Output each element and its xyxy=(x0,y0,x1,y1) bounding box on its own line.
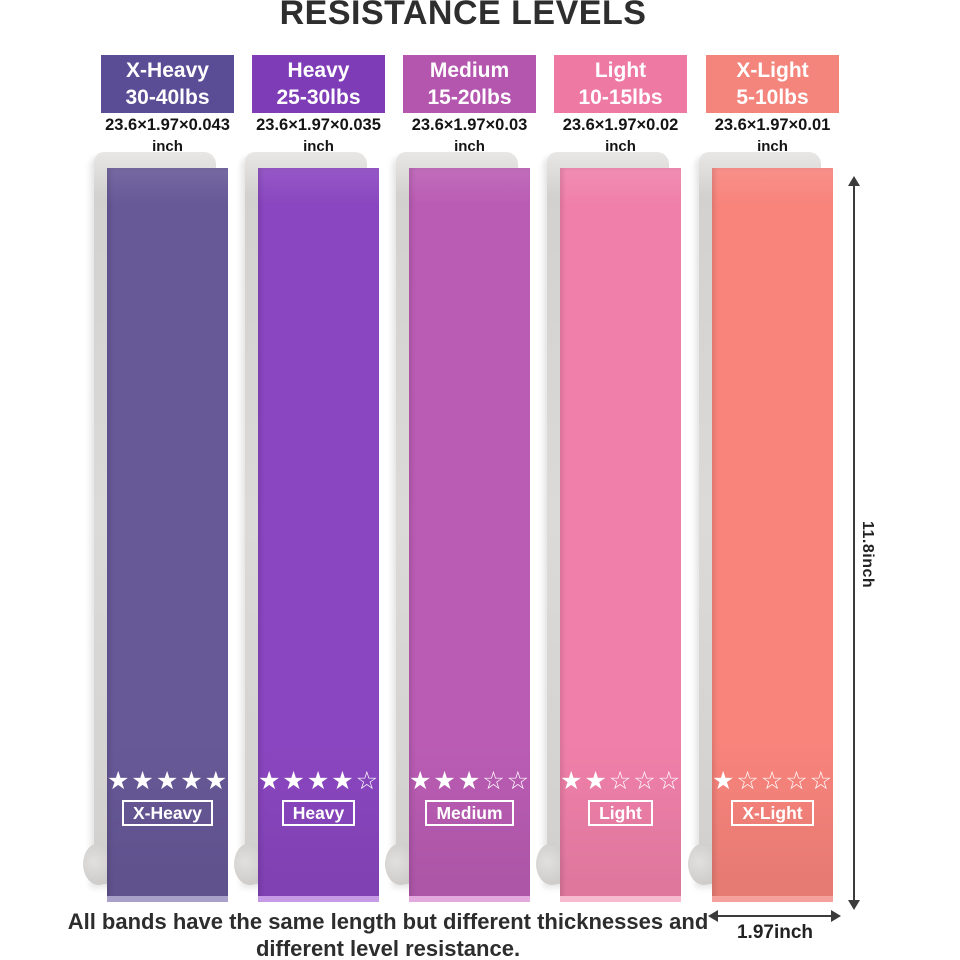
band-size-unit: inch xyxy=(303,138,334,155)
page-title: RESISTANCE LEVELS xyxy=(279,0,647,32)
width-dimension-label: 1.97inch xyxy=(736,922,814,943)
star-rating: ★★★☆☆ xyxy=(409,766,532,795)
band-column-x-light: X-Light 5-10lbs 23.6×1.97×0.01 inch ★☆☆☆… xyxy=(688,0,839,960)
band-column-x-heavy: X-Heavy 30-40lbs 23.6×1.97×0.043 inch ★★… xyxy=(83,0,234,960)
band-bottom-edge xyxy=(560,896,681,902)
band-dimensions: 23.6×1.97×0.035 inch xyxy=(238,115,399,158)
band-size: 23.6×1.97×0.03 xyxy=(411,116,528,134)
caption: All bands have the same length but diffe… xyxy=(67,909,709,960)
band-label: Medium xyxy=(425,800,514,826)
band-bottom-edge xyxy=(712,896,833,902)
band-label: Light xyxy=(588,800,653,826)
level-name: Light xyxy=(594,59,647,82)
band-dimensions: 23.6×1.97×0.02 inch xyxy=(540,115,701,158)
resistance-band: ★★☆☆☆ Light xyxy=(560,168,681,902)
band-label-row: Light xyxy=(560,800,681,826)
band-label-row: Heavy xyxy=(258,800,379,826)
band-label: Heavy xyxy=(281,800,356,826)
level-header: X-Heavy 30-40lbs xyxy=(101,55,234,113)
arrow-up-icon xyxy=(848,176,860,186)
band-column-heavy: Heavy 25-30lbs 23.6×1.97×0.035 inch ★★★★… xyxy=(234,0,385,960)
arrow-left-icon xyxy=(708,910,718,922)
band-dimensions: 23.6×1.97×0.01 inch xyxy=(692,115,853,158)
band-column-medium: Medium 15-20lbs 23.6×1.97×0.03 inch ★★★☆… xyxy=(385,0,536,960)
resistance-band: ★★★★★ X-Heavy xyxy=(107,168,228,902)
band-size-unit: inch xyxy=(454,138,485,155)
level-weight: 30-40lbs xyxy=(125,86,210,109)
height-dimension-label: 11.8inch xyxy=(859,521,876,589)
arrow-right-icon xyxy=(831,910,841,922)
star-rating: ★★☆☆☆ xyxy=(560,766,683,795)
arrow-down-icon xyxy=(848,900,860,910)
level-header: Heavy 25-30lbs xyxy=(252,55,385,113)
band-label-row: X-Heavy xyxy=(107,800,228,826)
resistance-band: ★★★★☆ Heavy xyxy=(258,168,379,902)
star-rating: ★★★★★ xyxy=(107,766,230,795)
band-size-unit: inch xyxy=(605,138,636,155)
band-label-row: X-Light xyxy=(712,800,833,826)
level-header: Light 10-15lbs xyxy=(554,55,687,113)
resistance-band: ★★★☆☆ Medium xyxy=(409,168,530,902)
resistance-band: ★☆☆☆☆ X-Light xyxy=(712,168,833,902)
band-size: 23.6×1.97×0.035 xyxy=(256,116,381,134)
band-label: X-Light xyxy=(731,800,814,826)
level-name: Medium xyxy=(429,59,510,82)
band-dimensions: 23.6×1.97×0.03 inch xyxy=(389,115,550,158)
width-dimension-line xyxy=(716,915,833,917)
band-size-unit: inch xyxy=(757,138,788,155)
band-size: 23.6×1.97×0.02 xyxy=(562,116,679,134)
level-name: X-Light xyxy=(736,59,809,82)
band-bottom-edge xyxy=(409,896,530,902)
star-rating: ★☆☆☆☆ xyxy=(712,766,835,795)
band-label-row: Medium xyxy=(409,800,530,826)
band-dimensions: 23.6×1.97×0.043 inch xyxy=(87,115,248,158)
band-size: 23.6×1.97×0.043 xyxy=(105,116,230,134)
height-dimension-line xyxy=(853,183,855,905)
level-name: X-Heavy xyxy=(126,59,209,82)
band-bottom-edge xyxy=(258,896,379,902)
level-header: X-Light 5-10lbs xyxy=(706,55,839,113)
band-column-light: Light 10-15lbs 23.6×1.97×0.02 inch ★★☆☆☆… xyxy=(536,0,687,960)
level-weight: 10-15lbs xyxy=(578,86,663,109)
level-name: Heavy xyxy=(287,59,350,82)
level-weight: 5-10lbs xyxy=(736,86,809,109)
band-size: 23.6×1.97×0.01 xyxy=(714,116,831,134)
level-weight: 15-20lbs xyxy=(427,86,512,109)
band-bottom-edge xyxy=(107,896,228,902)
star-rating: ★★★★☆ xyxy=(258,766,381,795)
level-weight: 25-30lbs xyxy=(276,86,361,109)
level-header: Medium 15-20lbs xyxy=(403,55,536,113)
band-size-unit: inch xyxy=(152,138,183,155)
band-label: X-Heavy xyxy=(121,800,214,826)
